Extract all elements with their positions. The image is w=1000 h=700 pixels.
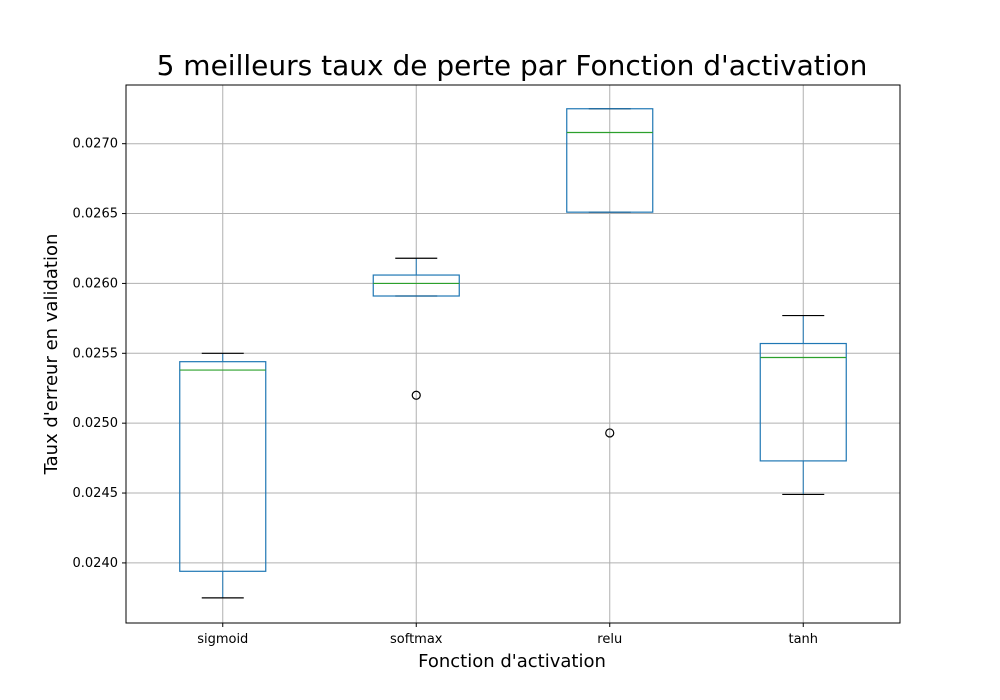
x-tick-label: sigmoid	[197, 632, 248, 647]
box-series	[179, 108, 847, 599]
box-tanh	[759, 314, 847, 496]
box-softmax	[372, 257, 460, 400]
outlier-point	[605, 428, 615, 438]
iqr-box	[372, 274, 460, 297]
y-tick-label: 0.0270	[73, 137, 119, 152]
x-axis-label: Fonction d'activation	[418, 651, 606, 672]
outlier-point	[411, 390, 421, 400]
box-sigmoid	[179, 352, 267, 599]
iqr-box	[179, 361, 267, 572]
chart-title: 5 meilleurs taux de perte par Fonction d…	[157, 49, 868, 82]
x-tick-label: tanh	[788, 632, 818, 647]
iqr-box	[566, 108, 654, 213]
y-tick-label: 0.0255	[73, 346, 119, 361]
axis-ticks: 0.0240 0.0245 0.0250 0.0255 0.0260 0.0265 0.02…	[73, 137, 819, 647]
y-tick-label: 0.0240	[73, 556, 119, 571]
x-tick-label: softmax	[390, 632, 443, 647]
box-relu	[566, 108, 654, 438]
y-tick-label: 0.0245	[73, 486, 119, 501]
iqr-box	[759, 342, 847, 462]
gridlines	[126, 85, 900, 623]
y-tick-label: 0.0250	[73, 416, 119, 431]
plot-frame	[125, 84, 901, 624]
y-axis-label: Taux d'erreur en validation	[41, 234, 62, 476]
x-tick-label: relu	[597, 632, 622, 647]
y-tick-label: 0.0265	[73, 207, 119, 222]
y-tick-label: 0.0260	[73, 276, 119, 291]
